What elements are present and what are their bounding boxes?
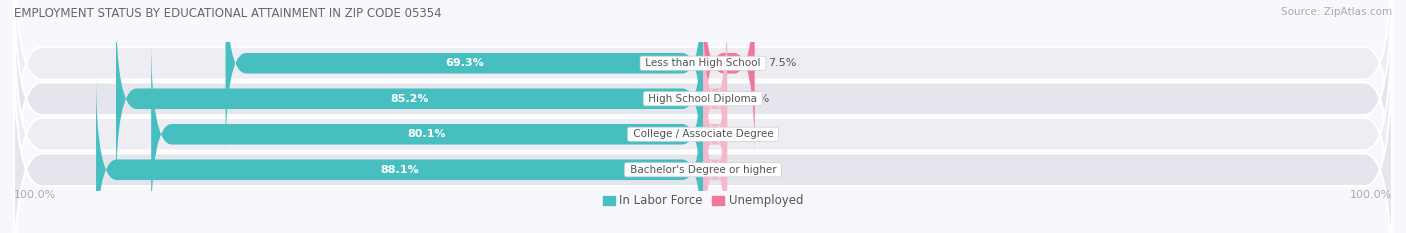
FancyBboxPatch shape [703,38,727,230]
Text: 69.3%: 69.3% [444,58,484,68]
FancyBboxPatch shape [152,38,703,230]
Text: Less than High School: Less than High School [643,58,763,68]
Text: 88.1%: 88.1% [380,165,419,175]
FancyBboxPatch shape [703,3,727,195]
Text: High School Diploma: High School Diploma [645,94,761,104]
FancyBboxPatch shape [14,44,1392,233]
Text: College / Associate Degree: College / Associate Degree [630,129,776,139]
Text: EMPLOYMENT STATUS BY EDUCATIONAL ATTAINMENT IN ZIP CODE 05354: EMPLOYMENT STATUS BY EDUCATIONAL ATTAINM… [14,7,441,20]
Text: 0.0%: 0.0% [741,165,769,175]
FancyBboxPatch shape [14,0,1392,224]
Text: 100.0%: 100.0% [14,190,56,200]
FancyBboxPatch shape [14,9,1392,233]
FancyBboxPatch shape [117,3,703,195]
Text: 7.5%: 7.5% [769,58,797,68]
FancyBboxPatch shape [703,0,755,159]
FancyBboxPatch shape [225,0,703,159]
FancyBboxPatch shape [703,74,727,233]
Text: 0.0%: 0.0% [741,129,769,139]
Text: 80.1%: 80.1% [408,129,446,139]
Text: 100.0%: 100.0% [1350,190,1392,200]
Legend: In Labor Force, Unemployed: In Labor Force, Unemployed [598,190,808,212]
Text: 85.2%: 85.2% [391,94,429,104]
FancyBboxPatch shape [96,74,703,233]
Text: Source: ZipAtlas.com: Source: ZipAtlas.com [1281,7,1392,17]
Text: 0.0%: 0.0% [741,94,769,104]
FancyBboxPatch shape [14,0,1392,189]
Text: Bachelor's Degree or higher: Bachelor's Degree or higher [627,165,779,175]
